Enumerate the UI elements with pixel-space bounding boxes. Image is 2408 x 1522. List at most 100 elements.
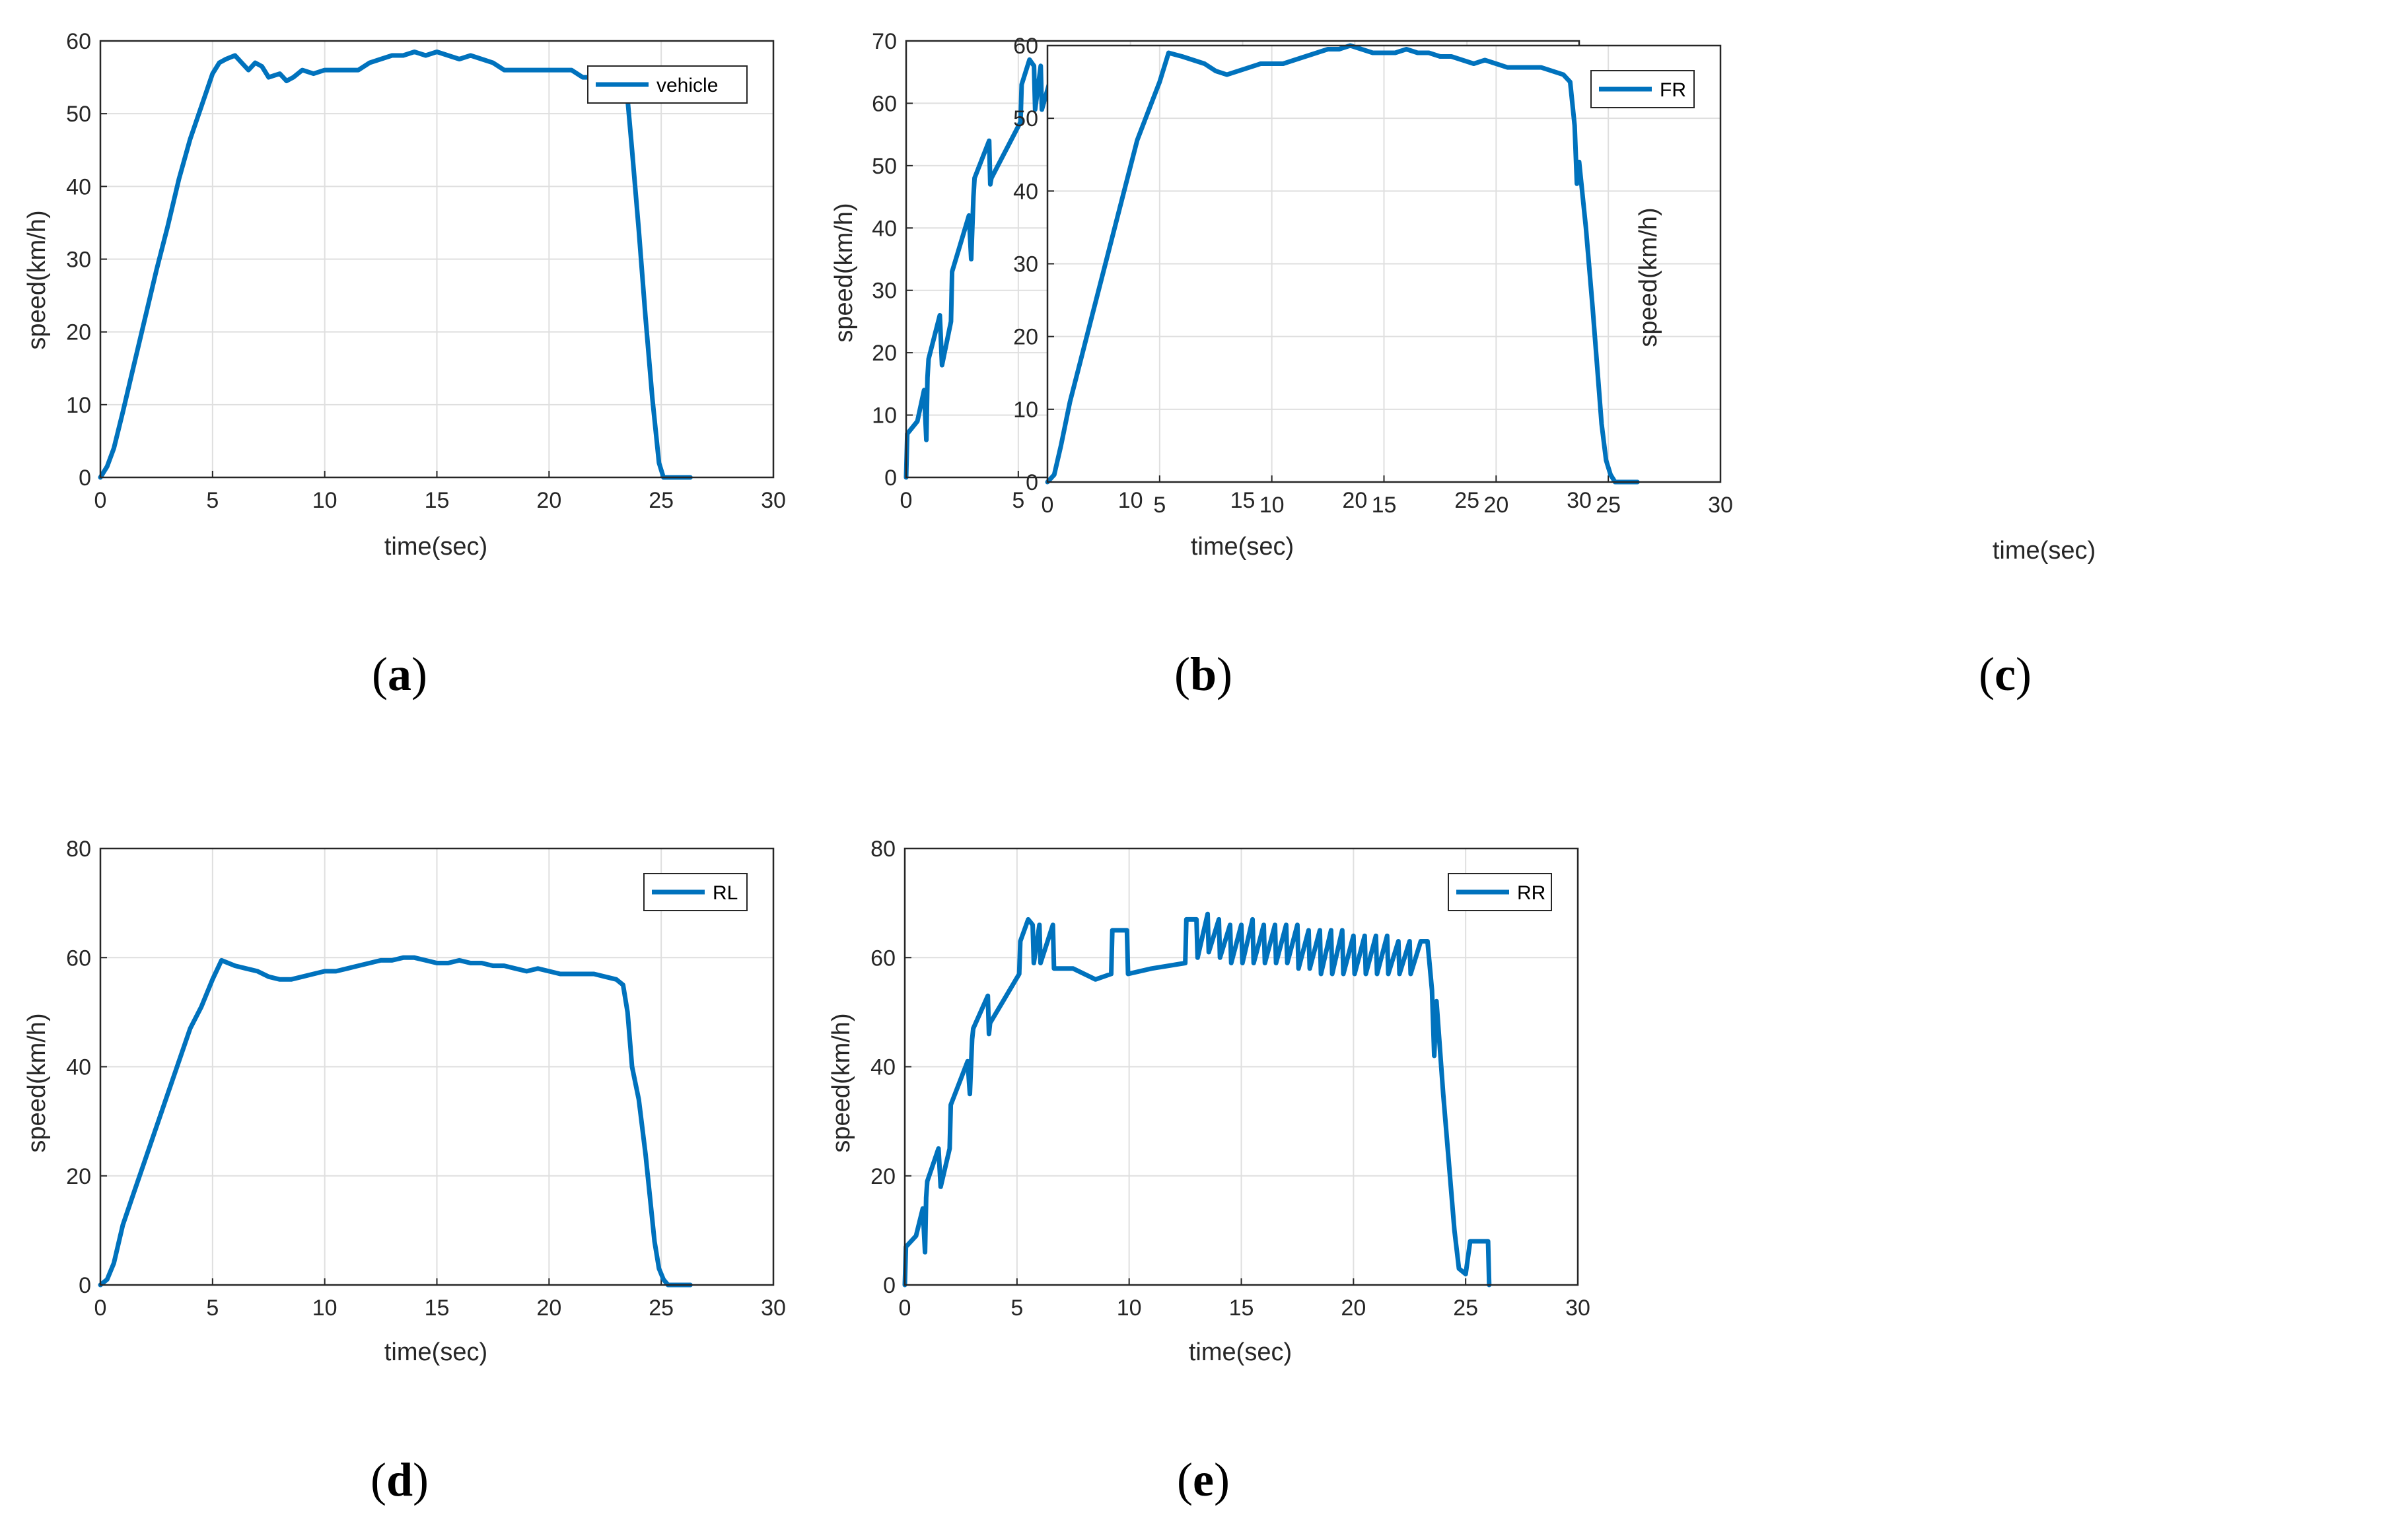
y-axis-label-b: speed(km/h) xyxy=(830,203,858,342)
chart-1-y-tick-label: 0 xyxy=(884,466,897,491)
chart-4-legend: RR xyxy=(1448,873,1552,911)
panel-caption-letter-a: a xyxy=(388,648,411,701)
chart-2-y-tick-label: 30 xyxy=(1013,252,1038,277)
chart-2-y-tick-label: 50 xyxy=(1013,106,1038,131)
x-axis-label-a: time(sec) xyxy=(384,533,487,561)
panel-caption-c: (c) xyxy=(1979,648,2032,701)
chart-2-x-tick-label: 30 xyxy=(1708,493,1733,518)
panel-caption-letter-c: c xyxy=(1995,648,2016,701)
chart-1-y-tick-label: 30 xyxy=(872,279,897,304)
chart-3-x-tick-label: 10 xyxy=(312,1296,337,1321)
chart-4-x-tick-label: 25 xyxy=(1453,1296,1478,1321)
chart-2-series-line-FR xyxy=(1045,43,1640,485)
chart-4-y-tick-label: 80 xyxy=(870,837,896,862)
chart-3-x-tick-label: 0 xyxy=(94,1296,107,1321)
chart-3-y-tick-label: 20 xyxy=(66,1164,91,1189)
chart-1-x-tick-label: 10 xyxy=(1118,488,1143,513)
chart-2-y-tick-label: 0 xyxy=(1026,470,1038,495)
y-axis-label-e: speed(km/h) xyxy=(828,1013,855,1152)
chart-panel-a: 0 5 10 15 20 25 30 0 10 20 30 40 50 60 vehicle time(se… xyxy=(23,29,786,701)
chart-4-x-tick-label: 15 xyxy=(1229,1296,1254,1321)
panel-caption-b: (b) xyxy=(1174,648,1232,701)
chart-2-axes-box xyxy=(1046,44,1722,483)
panel-caption-letter-d: d xyxy=(386,1453,413,1506)
panel-caption-a: (a) xyxy=(372,648,427,701)
chart-4-axes-box xyxy=(903,847,1579,1286)
chart-3-y-tick-label: 60 xyxy=(66,946,91,971)
x-axis-label-e: time(sec) xyxy=(1189,1338,1292,1366)
chart-3-y-tick-label: 80 xyxy=(66,837,91,862)
chart-2-y-tick-label: 60 xyxy=(1013,34,1038,59)
chart-2-y-tick-label: 20 xyxy=(1013,325,1038,350)
x-axis-label-d: time(sec) xyxy=(384,1338,487,1366)
chart-2-x-tick-label: 0 xyxy=(1042,493,1054,518)
chart-4-x-tick-label: 30 xyxy=(1565,1296,1590,1321)
chart-0-x-tick-label: 20 xyxy=(536,488,561,513)
chart-0-y-tick-label: 60 xyxy=(66,29,91,54)
chart-4-series-line-RR xyxy=(902,911,1492,1288)
chart-2-x-tick-label: 25 xyxy=(1596,493,1621,518)
chart-0-y-tick-label: 10 xyxy=(66,393,91,418)
chart-1-y-tick-label: 60 xyxy=(872,91,897,116)
plot-area-a: 0 5 10 15 20 25 30 0 10 20 30 40 50 60 vehicle xyxy=(66,29,786,513)
chart-2-y-tick-label: 40 xyxy=(1013,179,1038,204)
chart-2-x-tick-label: 10 xyxy=(1259,493,1285,518)
chart-4-x-tick-label: 0 xyxy=(899,1296,911,1321)
chart-1-x-tick-label: 0 xyxy=(900,488,913,513)
chart-3-x-tick-label: 30 xyxy=(761,1296,786,1321)
x-axis-label-b: time(sec) xyxy=(1191,533,1294,561)
chart-0-y-tick-label: 40 xyxy=(66,174,91,199)
chart-2-y-tick-label: 10 xyxy=(1013,398,1038,423)
chart-4-legend-label: RR xyxy=(1517,882,1545,904)
x-axis-label-c: time(sec) xyxy=(1993,537,2096,565)
chart-0-y-tick-label: 0 xyxy=(79,466,91,491)
chart-0-legend-label: vehicle xyxy=(656,75,718,96)
panel-caption-letter-b: b xyxy=(1190,648,1217,701)
chart-3-x-tick-label: 5 xyxy=(206,1296,219,1321)
panel-caption-d: (d) xyxy=(371,1453,429,1506)
chart-1-y-tick-label: 20 xyxy=(872,341,897,366)
chart-2-legend: FR xyxy=(1590,70,1695,108)
chart-3-x-tick-label: 20 xyxy=(536,1296,561,1321)
chart-1-y-tick-label: 10 xyxy=(872,403,897,429)
chart-3-y-tick-label: 40 xyxy=(66,1055,91,1080)
chart-4-y-tick-label: 0 xyxy=(883,1273,896,1298)
chart-panel-e: 0 5 10 15 20 25 30 0 20 40 60 80 RR time(sec) speed(… xyxy=(828,837,1590,1506)
chart-0-y-tick-label: 30 xyxy=(66,248,91,273)
chart-2-legend-label: FR xyxy=(1660,79,1686,101)
plot-area-d: 0 5 10 15 20 25 30 0 20 40 60 80 RL xyxy=(66,837,786,1321)
chart-4-x-tick-label: 10 xyxy=(1117,1296,1142,1321)
panel-caption-e: (e) xyxy=(1177,1453,1230,1506)
chart-4-y-tick-label: 60 xyxy=(870,946,896,971)
panel-caption-letter-e: e xyxy=(1193,1453,1214,1506)
chart-3-legend: RL xyxy=(643,873,748,911)
y-axis-label-d: speed(km/h) xyxy=(23,1013,51,1152)
chart-4-x-tick-label: 20 xyxy=(1341,1296,1366,1321)
chart-4-x-tick-label: 5 xyxy=(1010,1296,1023,1321)
chart-panel-d: 0 5 10 15 20 25 30 0 20 40 60 80 RL time(sec) speed(… xyxy=(23,837,786,1506)
chart-1-x-tick-label: 20 xyxy=(1342,488,1367,513)
chart-0-axes-box xyxy=(99,40,775,479)
chart-0-y-tick-label: 50 xyxy=(66,102,91,127)
chart-3-legend-label: RL xyxy=(713,882,738,904)
chart-4-y-tick-label: 40 xyxy=(870,1055,896,1080)
chart-1-y-tick-label: 50 xyxy=(872,154,897,179)
chart-0-x-tick-label: 10 xyxy=(312,488,337,513)
chart-0-x-tick-label: 0 xyxy=(94,488,107,513)
chart-0-x-tick-label: 5 xyxy=(206,488,219,513)
chart-1-y-tick-label: 70 xyxy=(872,29,897,54)
chart-2-x-tick-label: 15 xyxy=(1372,493,1397,518)
chart-0-x-tick-label: 25 xyxy=(649,488,674,513)
chart-0-x-tick-label: 30 xyxy=(761,488,786,513)
chart-0-legend: vehicle xyxy=(587,65,748,104)
chart-2-x-tick-label: 5 xyxy=(1153,493,1166,518)
chart-3-x-tick-label: 15 xyxy=(425,1296,450,1321)
chart-1-y-tick-label: 40 xyxy=(872,216,897,241)
chart-2-x-tick-label: 20 xyxy=(1483,493,1508,518)
chart-3-y-tick-label: 0 xyxy=(79,1273,91,1298)
chart-0-x-tick-label: 15 xyxy=(425,488,450,513)
chart-1-x-tick-label: 15 xyxy=(1230,488,1256,513)
